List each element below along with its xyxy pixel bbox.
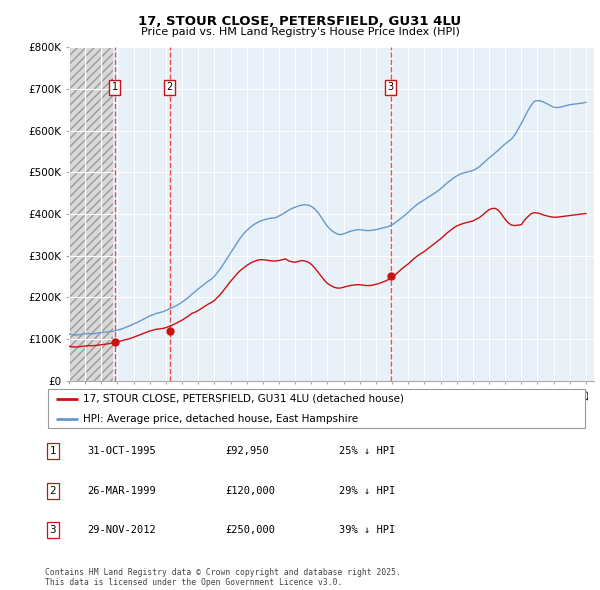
Text: HPI: Average price, detached house, East Hampshire: HPI: Average price, detached house, East… xyxy=(83,414,358,424)
Text: 31-OCT-1995: 31-OCT-1995 xyxy=(87,447,156,456)
Text: 17, STOUR CLOSE, PETERSFIELD, GU31 4LU (detached house): 17, STOUR CLOSE, PETERSFIELD, GU31 4LU (… xyxy=(83,394,404,404)
Text: 1: 1 xyxy=(49,447,56,456)
Text: 26-MAR-1999: 26-MAR-1999 xyxy=(87,486,156,496)
FancyBboxPatch shape xyxy=(48,389,585,428)
Text: 29-NOV-2012: 29-NOV-2012 xyxy=(87,526,156,535)
Text: £92,950: £92,950 xyxy=(225,447,269,456)
Bar xyxy=(69,47,113,381)
Text: 3: 3 xyxy=(388,82,394,92)
Text: 39% ↓ HPI: 39% ↓ HPI xyxy=(339,526,395,535)
Text: 3: 3 xyxy=(49,526,56,535)
Text: 2: 2 xyxy=(49,486,56,496)
Text: Price paid vs. HM Land Registry's House Price Index (HPI): Price paid vs. HM Land Registry's House … xyxy=(140,27,460,37)
Text: 25% ↓ HPI: 25% ↓ HPI xyxy=(339,447,395,456)
Text: 1: 1 xyxy=(112,82,118,92)
Text: 2: 2 xyxy=(167,82,173,92)
Text: 29% ↓ HPI: 29% ↓ HPI xyxy=(339,486,395,496)
Text: £120,000: £120,000 xyxy=(225,486,275,496)
Text: Contains HM Land Registry data © Crown copyright and database right 2025.
This d: Contains HM Land Registry data © Crown c… xyxy=(45,568,401,587)
Text: £250,000: £250,000 xyxy=(225,526,275,535)
Text: 17, STOUR CLOSE, PETERSFIELD, GU31 4LU: 17, STOUR CLOSE, PETERSFIELD, GU31 4LU xyxy=(139,15,461,28)
